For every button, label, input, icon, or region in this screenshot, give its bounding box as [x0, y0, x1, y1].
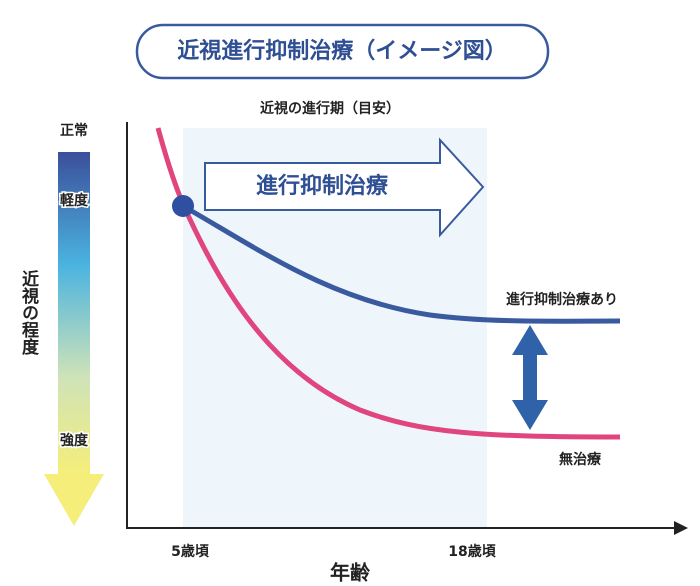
- x-axis-arrowhead: [674, 521, 688, 535]
- severity-level: 強度: [60, 432, 89, 449]
- x-label: 5歳頃: [171, 543, 210, 560]
- curve-label: 無治療: [559, 451, 602, 468]
- treated-curve: [181, 203, 621, 324]
- severity-gradient: [58, 152, 90, 474]
- severity-level: 軽度: [60, 192, 89, 209]
- title-box: [135, 23, 550, 80]
- x-axis-title: 年齢: [330, 561, 371, 585]
- treatment-arrow-label: 進行抑制治療: [256, 173, 388, 199]
- title: 近視進行抑制治療（イメージ図）: [177, 38, 507, 64]
- severity-arrowhead: [44, 474, 104, 526]
- period-label: 近視の進行期（目安）: [260, 100, 400, 117]
- start-point: [172, 195, 194, 217]
- curve-label: 進行抑制治療あり: [506, 291, 618, 308]
- difference-arrow: [512, 325, 548, 430]
- y-axis-title: 近視の程度: [18, 269, 40, 356]
- severity-level: 正常: [60, 122, 88, 139]
- treatment-arrow: [204, 137, 485, 238]
- x-label: 18歳頃: [448, 543, 496, 560]
